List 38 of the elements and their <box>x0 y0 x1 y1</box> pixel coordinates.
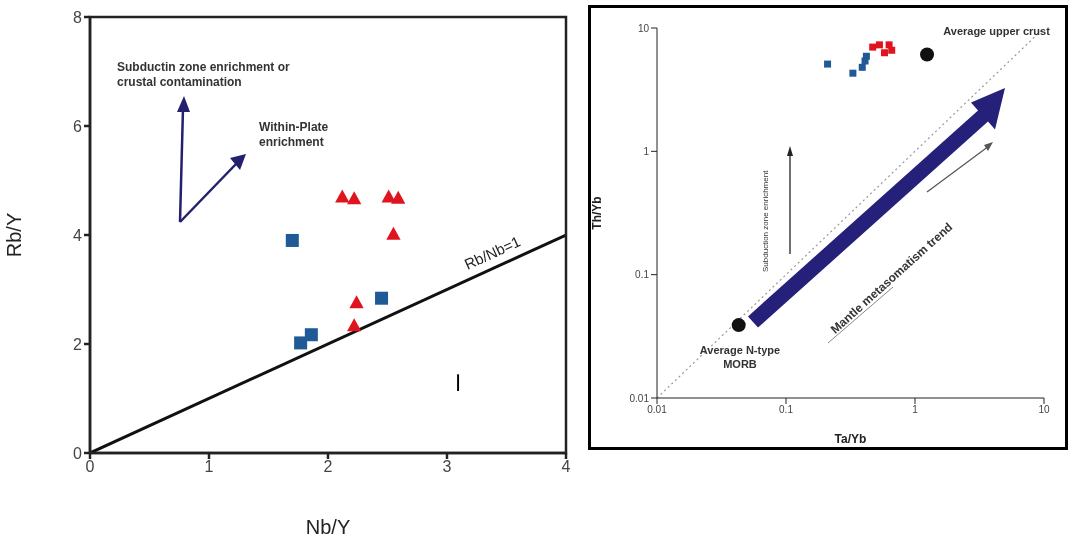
y-axis-title: Th/Yb <box>590 196 605 230</box>
point <box>391 190 406 204</box>
annotation: Average N-type MORB <box>698 343 782 372</box>
annotation: Average upper crust <box>943 24 1051 39</box>
y-tick-label: 4 <box>73 226 83 244</box>
y-tick-label: 0.1 <box>635 269 650 281</box>
y-tick-label: 10 <box>637 22 650 34</box>
y-tick-label: 2 <box>73 335 83 353</box>
point <box>347 191 362 205</box>
x-axis-title: Ta/Yb <box>834 432 867 446</box>
y-tick-label: 0 <box>73 444 83 462</box>
x-tick-label: 0.1 <box>779 404 794 416</box>
point <box>375 291 389 305</box>
point <box>347 318 362 332</box>
point <box>294 336 308 350</box>
y-tick-label: 6 <box>73 117 83 135</box>
x-tick-label: 2 <box>323 458 333 476</box>
annotation: Subductin zone enrichment or crustal contamination <box>117 60 291 90</box>
point <box>386 226 401 240</box>
x-tick-label: 3 <box>442 458 452 476</box>
y-tick-label: 1 <box>643 145 650 157</box>
point <box>304 328 318 342</box>
annotation: ا <box>455 370 461 398</box>
point <box>285 233 299 247</box>
x-tick-label: 0 <box>85 458 95 476</box>
point <box>349 295 364 309</box>
x-axis-title: Nb/Y <box>305 516 351 538</box>
y-tick-label: 0.01 <box>629 392 650 404</box>
y-tick-label: 8 <box>73 8 83 26</box>
point <box>335 189 350 203</box>
annotation: Subduction zone enrichment <box>761 170 771 272</box>
y-axis-title: Rb/Y <box>3 212 26 258</box>
x-tick-label: 10 <box>1038 404 1050 416</box>
annotation: Within-Plate enrichment <box>259 120 330 150</box>
x-tick-label: 1 <box>912 404 919 416</box>
x-tick-label: 1 <box>204 458 214 476</box>
x-tick-label: 4 <box>561 458 571 476</box>
x-tick-label: 0.01 <box>647 404 668 416</box>
